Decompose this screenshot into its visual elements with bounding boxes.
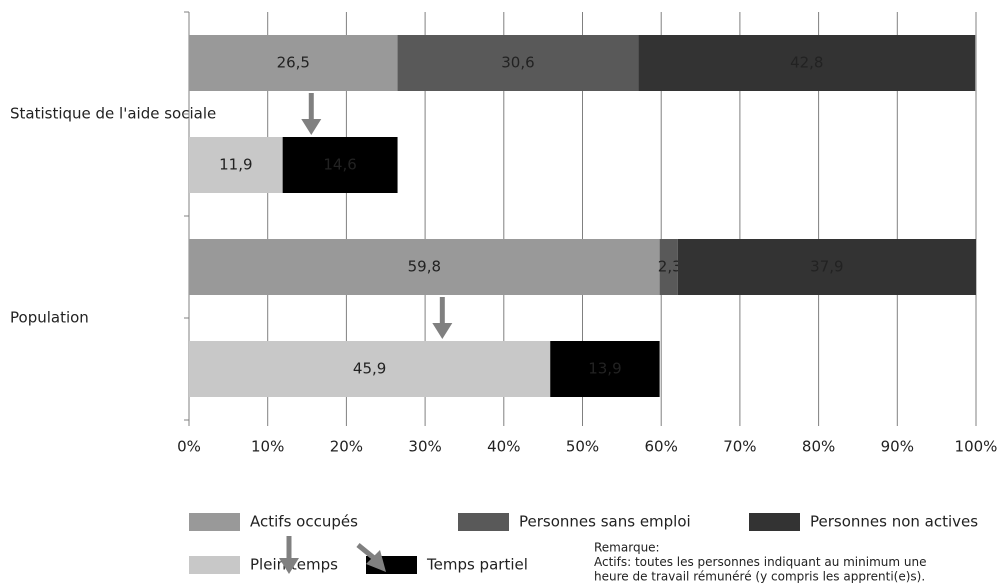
- data-label: 26,5: [277, 54, 310, 72]
- data-label: 59,8: [408, 258, 441, 276]
- x-tick-label: 50%: [566, 438, 599, 456]
- bar-segment: [189, 35, 398, 91]
- x-tick-label: 20%: [330, 438, 363, 456]
- legend-arrow-head: [279, 558, 299, 574]
- y-category-label: Population: [10, 309, 89, 327]
- note: heure de travail rémunéré (y compris les…: [594, 570, 925, 583]
- legend-label: Personnes sans emploi: [519, 513, 691, 531]
- legend-label: Actifs occupés: [250, 513, 358, 531]
- x-tick-label: 60%: [645, 438, 678, 456]
- y-category-label: Statistique de l'aide sociale: [10, 105, 216, 123]
- bar-segment: [677, 239, 976, 295]
- bar-segment: [282, 137, 398, 193]
- x-tick-label: 40%: [487, 438, 520, 456]
- bar-segment: [638, 35, 976, 91]
- data-label: 14,6: [323, 156, 356, 174]
- x-tick-label: 70%: [723, 438, 756, 456]
- legend-label: Personnes non actives: [810, 513, 978, 531]
- data-label: 37,9: [810, 258, 843, 276]
- legend-swatch: [749, 513, 800, 531]
- note: Remarque:: [594, 541, 660, 555]
- bar-segment: [397, 35, 639, 91]
- legend-arrow-head: [366, 550, 386, 572]
- legend-arrow: [356, 543, 376, 560]
- data-label: 30,6: [501, 54, 534, 72]
- bar-segment: [659, 239, 678, 295]
- x-tick-label: 100%: [955, 438, 998, 456]
- bar-segment: [550, 341, 660, 397]
- data-label: 42,8: [790, 54, 823, 72]
- x-tick-label: 30%: [408, 438, 441, 456]
- arrow-head: [432, 323, 453, 339]
- bar-segment: [189, 341, 551, 397]
- x-tick-label: 80%: [802, 438, 835, 456]
- legend-swatch: [189, 513, 240, 531]
- arrow-head: [301, 119, 322, 135]
- x-tick-label: 0%: [177, 438, 201, 456]
- data-label: 45,9: [353, 360, 386, 378]
- legend-swatch: [458, 513, 509, 531]
- legend-swatch: [189, 556, 240, 574]
- bar-segment: [189, 137, 283, 193]
- x-tick-label: 10%: [251, 438, 284, 456]
- data-label: 13,9: [588, 360, 621, 378]
- bar-segment: [189, 239, 660, 295]
- legend-label: Temps partiel: [426, 556, 528, 574]
- data-label: 2,3: [658, 258, 682, 276]
- x-tick-label: 90%: [881, 438, 914, 456]
- note: Actifs: toutes les personnes indiquant a…: [594, 555, 926, 569]
- data-label: 11,9: [219, 156, 252, 174]
